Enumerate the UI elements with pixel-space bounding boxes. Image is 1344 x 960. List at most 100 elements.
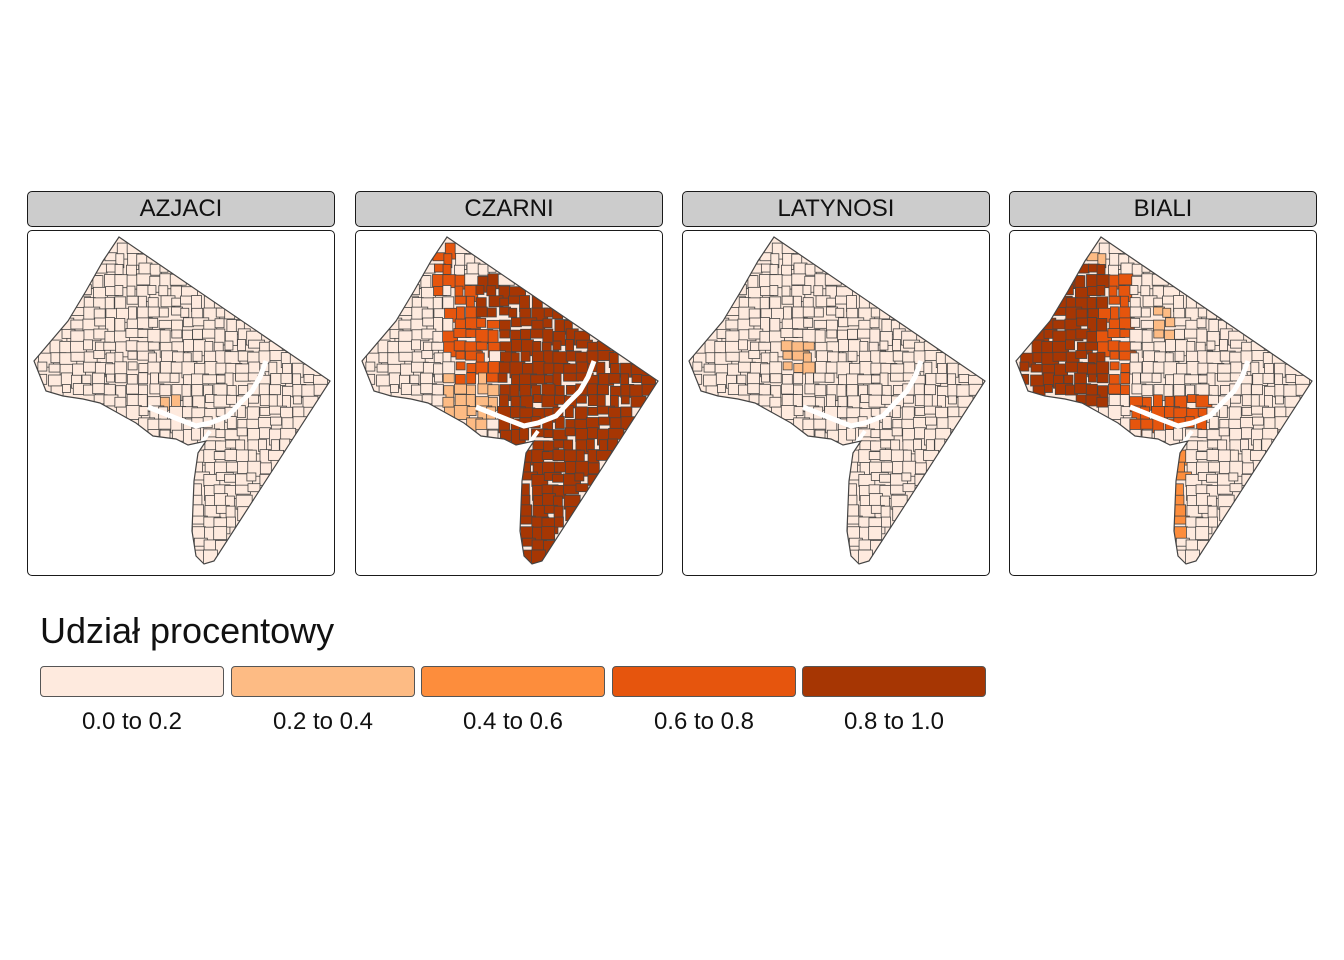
census-tract	[759, 252, 773, 262]
census-tract	[781, 383, 794, 395]
census-tract	[838, 339, 849, 352]
census-tract	[802, 361, 816, 375]
census-tract	[1285, 374, 1297, 383]
census-tract	[530, 549, 546, 564]
census-tract	[758, 341, 772, 351]
census-tract	[826, 329, 838, 339]
census-tract	[92, 372, 105, 385]
census-tract	[203, 539, 217, 551]
census-tract	[847, 328, 859, 340]
census-tract	[747, 275, 759, 290]
census-tract	[499, 394, 509, 409]
facet-strip-label: BIALI	[1009, 191, 1317, 227]
map-czarni	[355, 230, 663, 576]
census-tract	[531, 295, 543, 310]
legend-key-0	[40, 666, 224, 697]
census-tract	[1129, 341, 1142, 351]
legend-title: Udział procentowy	[40, 610, 335, 651]
census-tract	[575, 483, 589, 493]
census-tract	[258, 383, 270, 397]
census-tract	[1096, 373, 1109, 384]
census-tract	[204, 361, 218, 376]
census-tract	[1096, 318, 1108, 332]
census-tract	[802, 341, 815, 351]
census-tract	[1208, 416, 1219, 429]
census-tract	[455, 361, 466, 371]
census-tract	[597, 384, 609, 396]
census-tract	[826, 319, 838, 332]
census-tract	[1241, 406, 1253, 416]
census-tract	[1074, 372, 1087, 385]
census-tract	[1129, 361, 1143, 375]
census-tract	[420, 275, 432, 290]
census-tract	[902, 394, 914, 404]
census-tract	[171, 319, 183, 332]
census-tract	[1274, 395, 1284, 405]
census-tract	[453, 340, 467, 352]
census-tract	[313, 383, 328, 396]
census-tract	[1140, 285, 1151, 297]
census-tract	[564, 405, 574, 419]
census-tract	[1141, 384, 1154, 397]
census-tract	[1030, 363, 1043, 373]
census-tract	[574, 406, 588, 422]
river	[840, 429, 867, 552]
census-tract	[598, 416, 610, 426]
census-tract	[826, 297, 837, 307]
census-tract	[543, 429, 554, 439]
census-tract	[1251, 384, 1263, 396]
census-tract	[641, 383, 656, 396]
census-tract	[114, 373, 127, 384]
census-tract	[159, 384, 172, 397]
census-tract	[631, 374, 643, 383]
census-tract	[1174, 328, 1186, 340]
census-tract	[937, 363, 947, 374]
census-tract	[1252, 416, 1264, 426]
census-tract	[454, 383, 467, 395]
census-tract	[103, 341, 117, 351]
census-tract	[902, 483, 916, 493]
census-tract	[781, 295, 794, 305]
census-tract	[769, 285, 779, 296]
census-tract	[554, 416, 565, 429]
facet-strip-label: AZJACI	[27, 191, 335, 227]
census-tract	[813, 319, 828, 329]
census-tract	[126, 383, 139, 395]
census-tract	[486, 319, 501, 329]
census-tract	[782, 361, 793, 371]
census-tract	[237, 339, 246, 351]
census-tract	[793, 406, 804, 417]
census-tract	[1120, 363, 1131, 373]
census-tract	[147, 341, 160, 351]
census-tract	[1153, 319, 1165, 332]
facet-strip-label: CZARNI	[355, 191, 663, 227]
census-tract	[224, 340, 234, 351]
river	[475, 360, 597, 429]
river	[185, 429, 212, 552]
census-tract	[1109, 350, 1120, 360]
census-tract	[1120, 406, 1131, 417]
census-tract	[1228, 406, 1242, 422]
census-tract	[769, 396, 782, 408]
census-tract	[169, 273, 187, 286]
census-tract	[1141, 329, 1153, 344]
census-tract	[487, 329, 499, 344]
census-tract	[1075, 350, 1088, 359]
census-tract	[1295, 383, 1310, 396]
census-tract	[180, 307, 190, 318]
census-tract	[1074, 275, 1086, 290]
census-tract	[215, 429, 226, 439]
census-tract	[125, 340, 139, 352]
district-outline	[1015, 236, 1313, 565]
census-tract	[1120, 372, 1131, 385]
census-tract	[782, 350, 793, 360]
census-tract	[171, 329, 183, 339]
census-tract	[1206, 473, 1218, 483]
census-tract	[1151, 273, 1169, 286]
census-tract	[282, 363, 292, 374]
census-tract	[914, 462, 927, 475]
census-tract	[1173, 427, 1184, 441]
census-tract	[213, 526, 228, 541]
census-tract	[498, 361, 512, 374]
census-tract	[587, 427, 599, 440]
